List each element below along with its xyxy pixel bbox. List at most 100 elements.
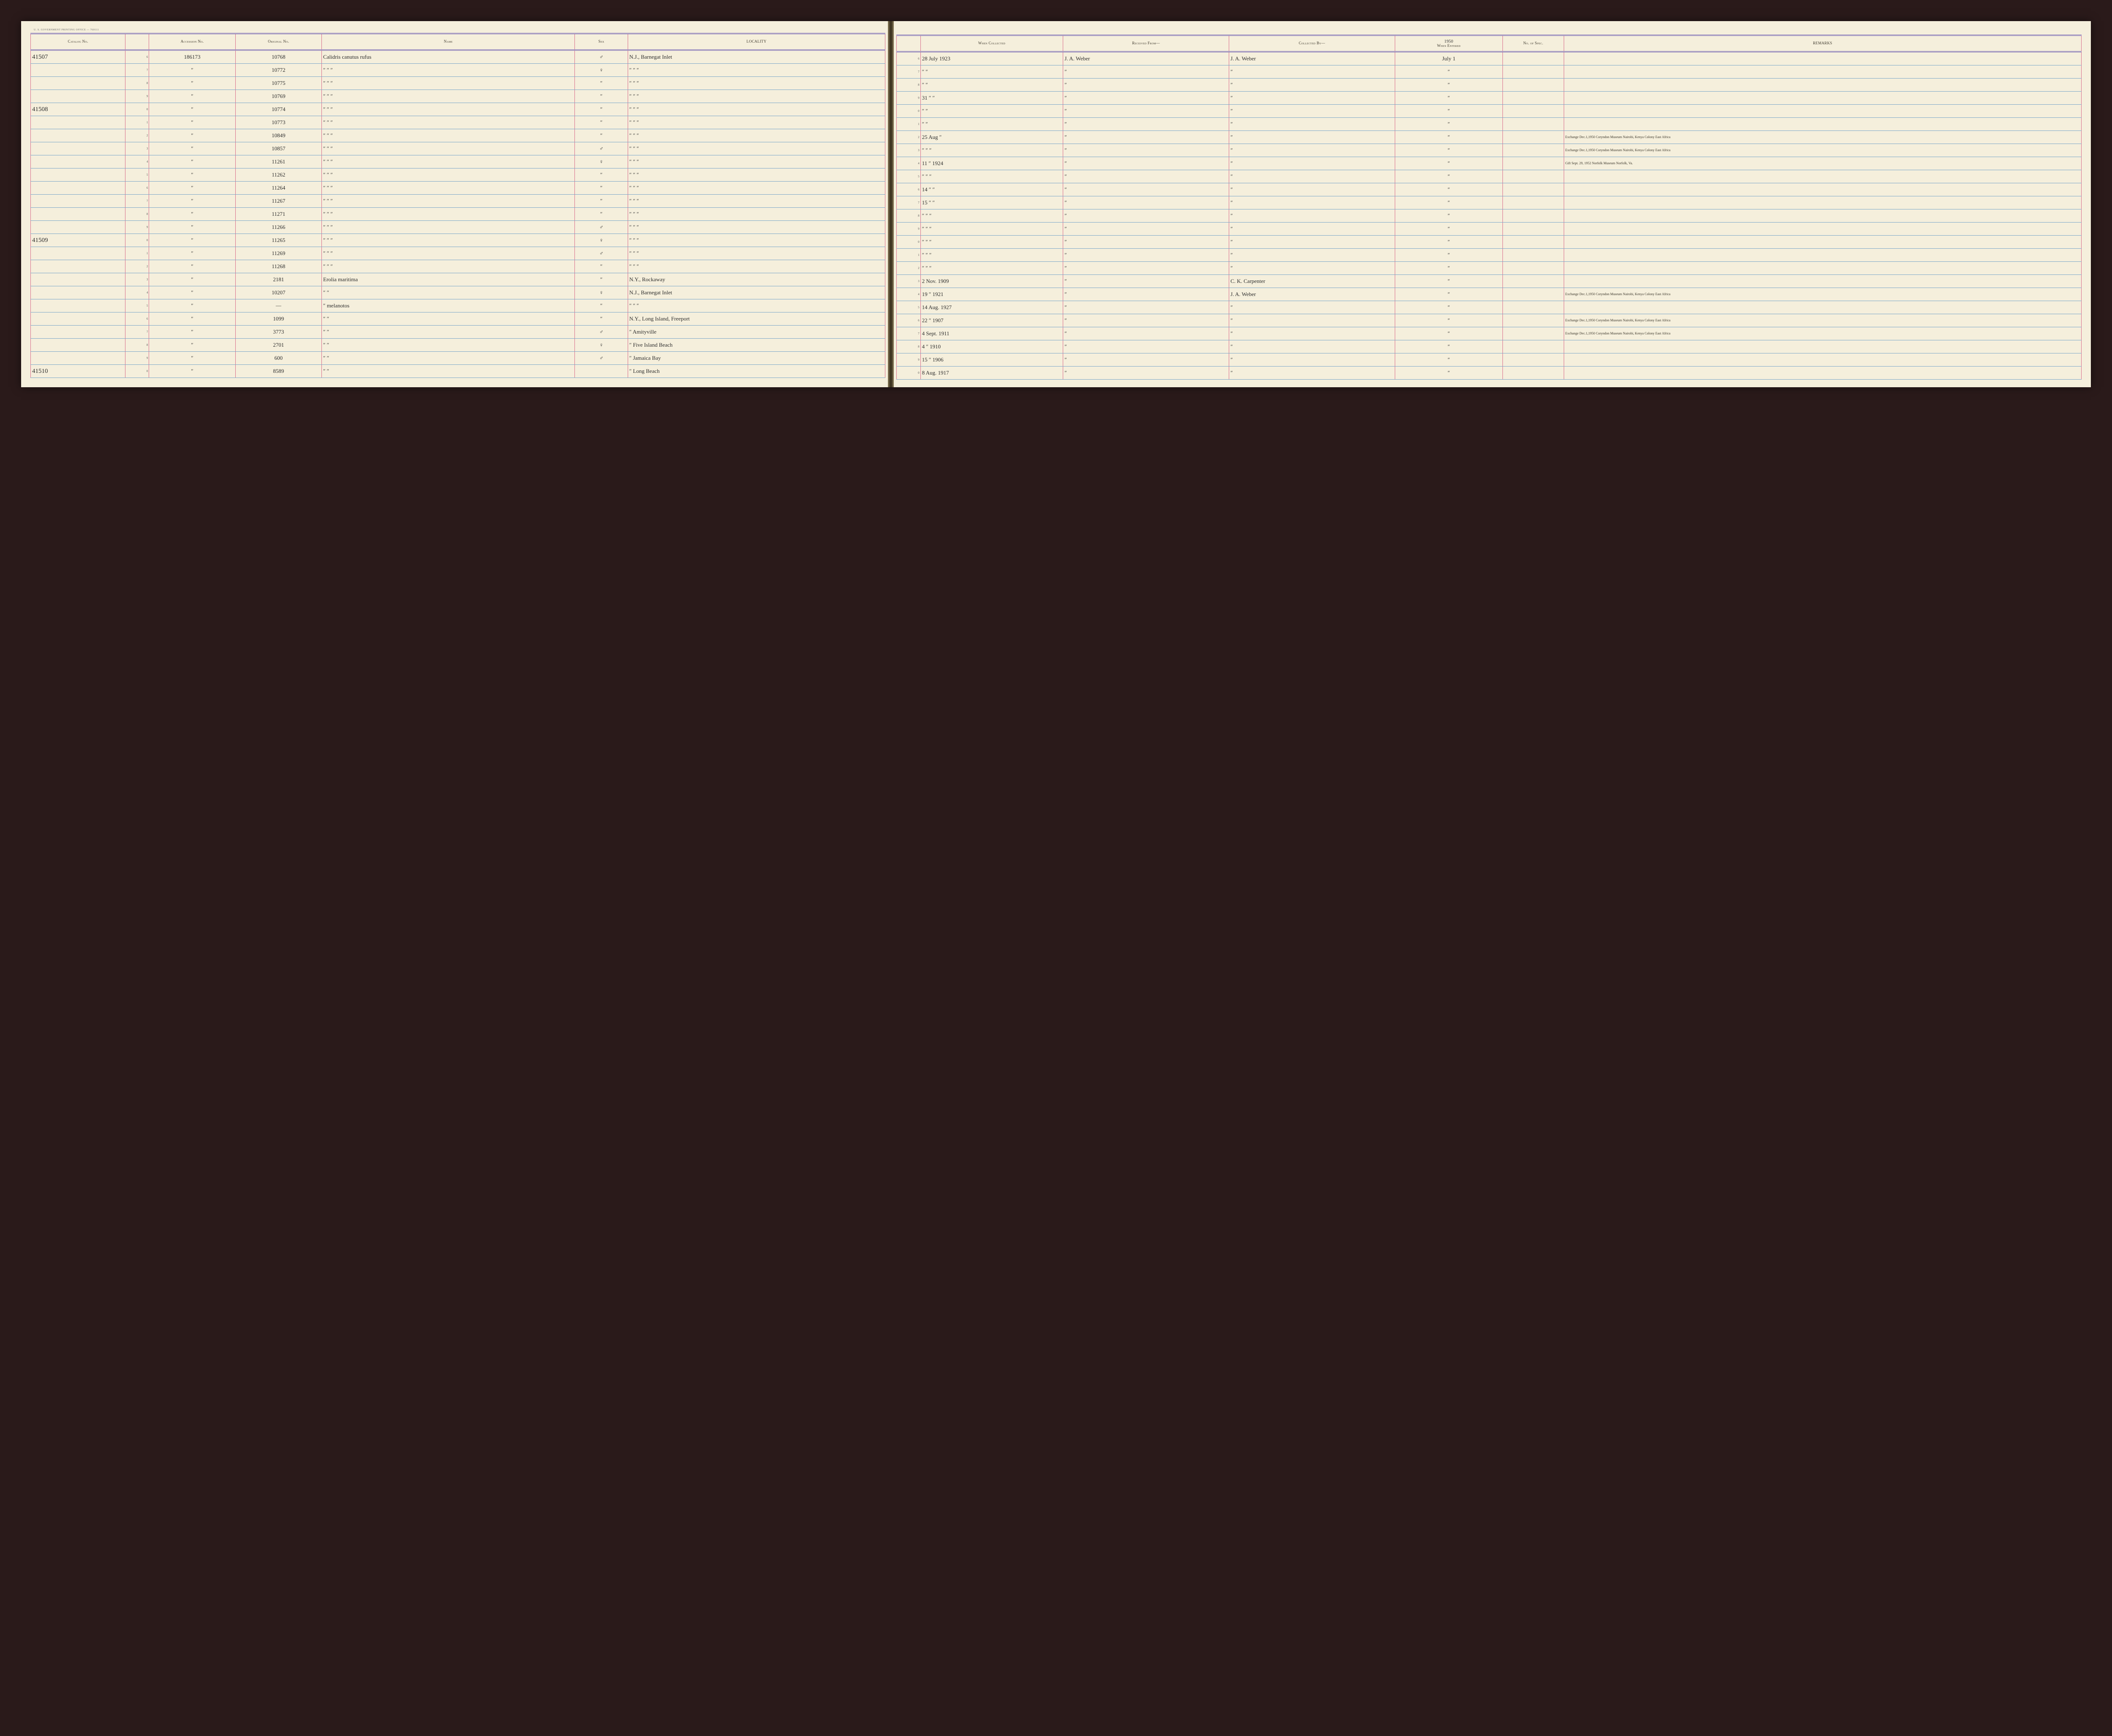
table-row: 4″10207″ ″♀N.J., Barnegat Inlet — [31, 286, 885, 299]
cell-locality: ″ ″ ″ — [628, 221, 885, 234]
cell-from: ″ — [1063, 79, 1229, 92]
cell-original: 11265 — [235, 234, 321, 247]
cell-row-digit: 9 — [897, 92, 920, 105]
cell-remarks — [1564, 105, 2081, 118]
cell-locality: N.Y., Long Island, Freeport — [628, 312, 885, 326]
cell-row-digit: 4 — [897, 157, 920, 170]
cell-when: ″ ″ ″ — [920, 170, 1063, 183]
cell-original: 11264 — [235, 182, 321, 195]
cell-when: 31 ″ ″ — [920, 92, 1063, 105]
cell-accession: ″ — [149, 182, 235, 195]
cell-catalog — [31, 247, 125, 260]
cell-sex: ♂ — [575, 247, 628, 260]
ledger-table-right: When Collected Received From— Collected … — [896, 35, 2082, 380]
cell-by: ″ — [1229, 170, 1395, 183]
cell-from: ″ — [1063, 275, 1229, 288]
cell-catalog — [31, 64, 125, 77]
table-row: 514 Aug. 1927″″″ — [897, 301, 2082, 314]
cell-original: 10773 — [235, 116, 321, 129]
cell-remarks — [1564, 249, 2081, 262]
cell-catalog — [31, 312, 125, 326]
cell-original: 10775 — [235, 77, 321, 90]
cell-accession: ″ — [149, 116, 235, 129]
table-row: 8″10775″ ″ ″″″ ″ ″ — [31, 77, 885, 90]
cell-original: 2701 — [235, 339, 321, 352]
col-sex: Sex — [575, 34, 628, 50]
cell-spec — [1502, 79, 1564, 92]
cell-remarks — [1564, 236, 2081, 249]
cell-locality: ″ ″ ″ — [628, 142, 885, 155]
cell-spec — [1502, 301, 1564, 314]
cell-locality: ″ ″ ″ — [628, 182, 885, 195]
cell-when: 22 ″ 1907 — [920, 314, 1063, 327]
cell-from: ″ — [1063, 353, 1229, 367]
col-by: Collected By— — [1229, 35, 1395, 52]
cell-catalog-digit: 6 — [125, 50, 149, 64]
table-row: 8″ ″″″″ — [897, 79, 2082, 92]
cell-spec — [1502, 262, 1564, 275]
cell-row-digit: 7 — [897, 327, 920, 340]
cell-by: ″ — [1229, 92, 1395, 105]
cell-from: ″ — [1063, 249, 1229, 262]
cell-name: ″ ″ ″ — [322, 129, 575, 142]
cell-spec — [1502, 144, 1564, 157]
col-catalog: Catalog No. — [31, 34, 125, 50]
cell-accession: ″ — [149, 234, 235, 247]
cell-original: 10849 — [235, 129, 321, 142]
cell-catalog-digit: 2 — [125, 260, 149, 273]
cell-original: 600 — [235, 352, 321, 365]
cell-original: 10857 — [235, 142, 321, 155]
cell-spec — [1502, 157, 1564, 170]
cell-sex: ♂ — [575, 326, 628, 339]
cell-catalog-digit: 2 — [125, 129, 149, 142]
cell-accession: ″ — [149, 365, 235, 378]
cell-spec — [1502, 249, 1564, 262]
cell-from: ″ — [1063, 196, 1229, 209]
cell-sex: ″ — [575, 208, 628, 221]
cell-name: Calidris canutus rufus — [322, 50, 575, 64]
table-row: 32 Nov. 1909″C. K. Carpenter″ — [897, 275, 2082, 288]
cell-row-digit: 1 — [897, 118, 920, 131]
cell-name: ″ ″ ″ — [322, 182, 575, 195]
cell-catalog-digit: 4 — [125, 286, 149, 299]
cell-name: ″ ″ — [322, 286, 575, 299]
cell-when: ″ ″ — [920, 105, 1063, 118]
cell-catalog-digit: 7 — [125, 326, 149, 339]
cell-remarks — [1564, 79, 2081, 92]
cell-by: ″ — [1229, 118, 1395, 131]
cell-catalog — [31, 326, 125, 339]
cell-catalog-digit: 9 — [125, 221, 149, 234]
cell-catalog-digit: 6 — [125, 182, 149, 195]
cell-catalog-digit: 9 — [125, 352, 149, 365]
cell-remarks: Exchange Dec.1,1950 Coryndon Museum Nair… — [1564, 288, 2081, 301]
cell-from: ″ — [1063, 157, 1229, 170]
cell-sex: ″ — [575, 260, 628, 273]
cell-remarks — [1564, 65, 2081, 79]
cell-when: 11 ″ 1924 — [920, 157, 1063, 170]
cell-from: ″ — [1063, 314, 1229, 327]
cell-original: 2181 — [235, 273, 321, 286]
cell-sex: ″ — [575, 299, 628, 312]
cell-by: ″ — [1229, 196, 1395, 209]
cell-catalog-digit: 1 — [125, 116, 149, 129]
cell-catalog — [31, 299, 125, 312]
cell-catalog: 41508 — [31, 103, 125, 116]
cell-spec — [1502, 209, 1564, 223]
cell-from: ″ — [1063, 367, 1229, 380]
cell-from: ″ — [1063, 118, 1229, 131]
cell-name: ″ ″ — [322, 339, 575, 352]
table-row: 411 ″ 1924″″″Gift Sept. 29, 1952 Norfolk… — [897, 157, 2082, 170]
cell-by: ″ — [1229, 353, 1395, 367]
cell-catalog — [31, 142, 125, 155]
cell-row-digit: 0 — [897, 236, 920, 249]
cell-sex: ♀ — [575, 64, 628, 77]
cell-by: J. A. Weber — [1229, 288, 1395, 301]
cell-original: 10774 — [235, 103, 321, 116]
cell-entered: ″ — [1395, 183, 1502, 196]
cell-remarks — [1564, 183, 2081, 196]
cell-locality: ″ ″ ″ — [628, 247, 885, 260]
cell-catalog: 41509 — [31, 234, 125, 247]
cell-accession: ″ — [149, 247, 235, 260]
cell-remarks — [1564, 209, 2081, 223]
cell-by: ″ — [1229, 223, 1395, 236]
